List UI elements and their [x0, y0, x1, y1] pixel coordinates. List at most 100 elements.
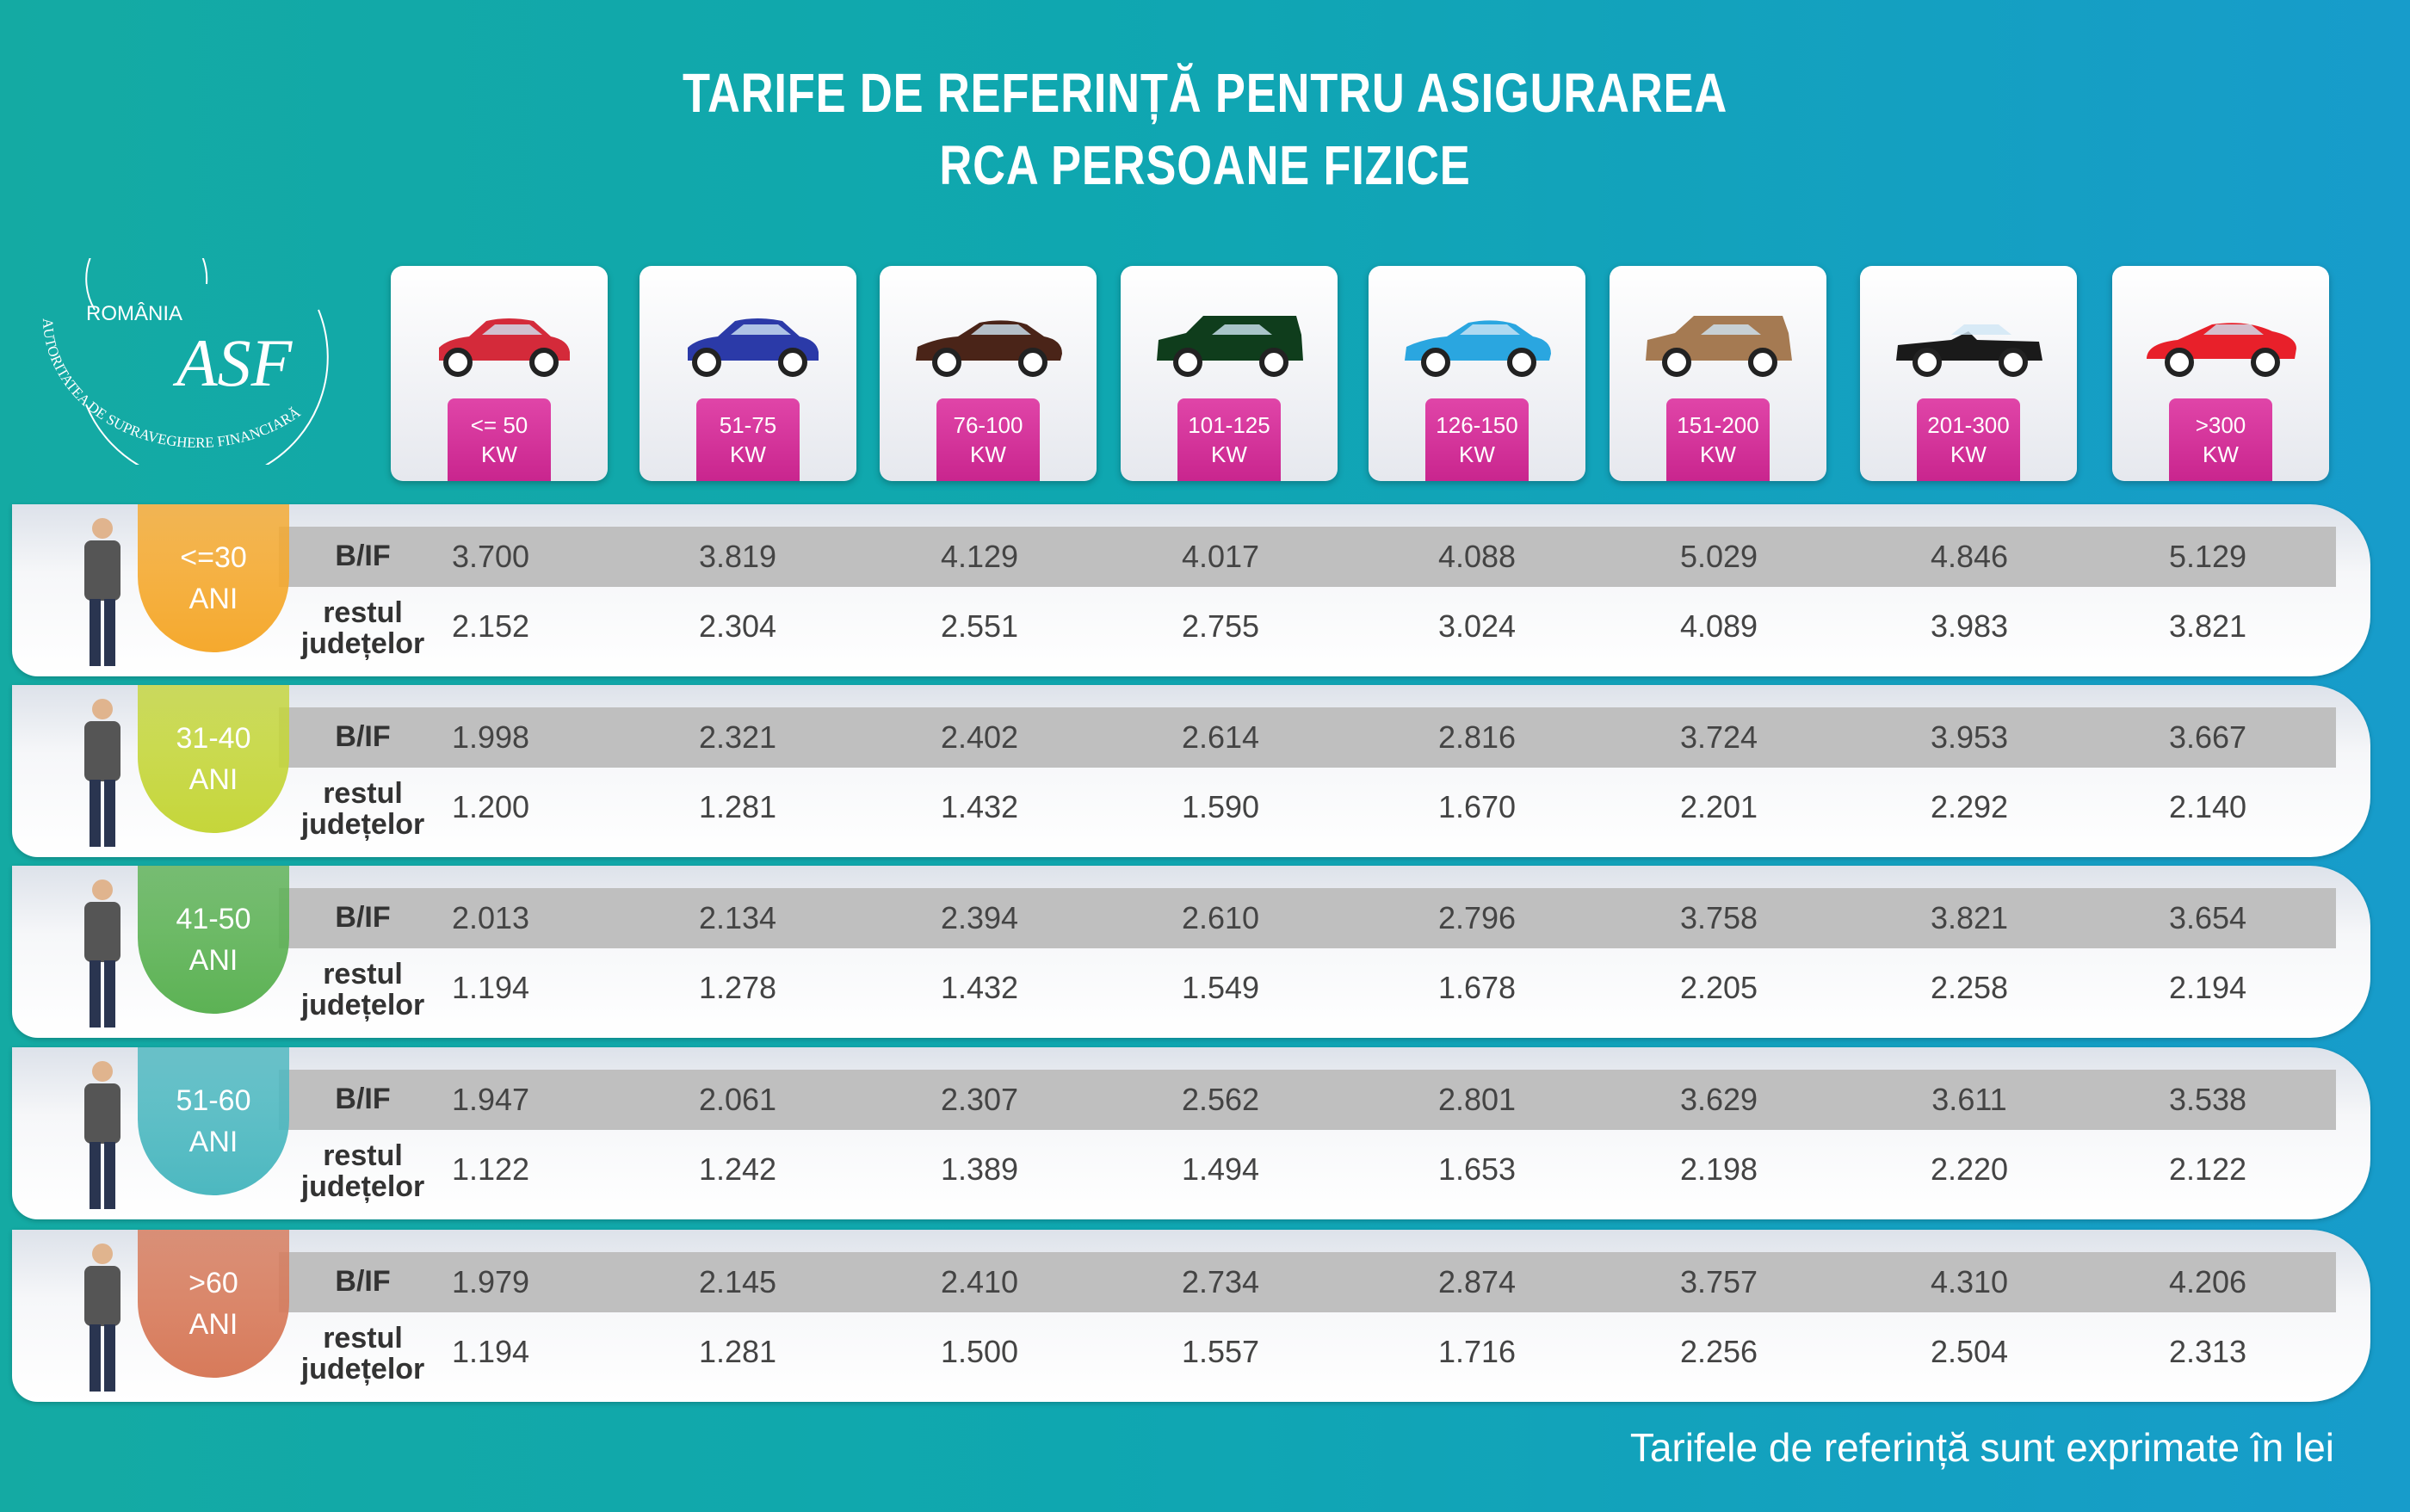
- age-badge: <=30 ANI: [138, 504, 289, 652]
- bif-tariff: 4.846: [1930, 539, 2009, 574]
- bif-label: B/IF: [335, 720, 391, 753]
- age-group-row: >60 ANI B/IF restul județelor 1.979 2.145 2.4…: [12, 1230, 2370, 1402]
- rest-label-line-1: restul: [323, 1139, 403, 1172]
- rest-tariff: 1.242: [698, 1151, 777, 1187]
- asf-logo: ROMÂNIA ASF AUTORITATEA DE SUPRAVEGHERE …: [40, 258, 329, 465]
- rest-tariff: 1.432: [940, 789, 1019, 824]
- page-title-line-2: RCA PERSOANE FIZICE: [939, 134, 1471, 196]
- rest-tariff: 1.670: [1437, 789, 1517, 824]
- bif-band: [279, 1070, 2336, 1130]
- rest-tariff: 1.500: [940, 1334, 1019, 1369]
- person-icon: [84, 1244, 120, 1392]
- age-range: 51-60: [176, 1084, 251, 1117]
- person-icon: [84, 518, 120, 666]
- bif-label: B/IF: [335, 540, 391, 572]
- bif-tariff: 4.088: [1437, 539, 1517, 574]
- bif-tariff: 1.979: [451, 1264, 530, 1299]
- bif-tariff: 3.757: [1679, 1264, 1758, 1299]
- bif-tariff: 2.796: [1437, 900, 1517, 935]
- rest-tariff: 3.821: [2168, 608, 2247, 644]
- person-icon: [84, 699, 120, 847]
- bif-tariff: 2.610: [1181, 900, 1260, 935]
- age-unit: ANI: [188, 763, 238, 796]
- rest-tariff: 1.200: [451, 789, 530, 824]
- rest-label-line-2: județelor: [300, 1353, 425, 1385]
- sedan-car-icon: [916, 320, 1062, 377]
- rest-tariff: 1.281: [698, 789, 777, 824]
- power-column-header: 151-200 KW: [1610, 266, 1826, 481]
- bif-tariff: 2.134: [698, 900, 777, 935]
- rest-tariff: 1.653: [1437, 1151, 1517, 1187]
- rest-label-line-1: restul: [323, 958, 403, 991]
- bif-tariff: 3.819: [698, 539, 777, 574]
- rest-tariff: 1.678: [1437, 970, 1517, 1005]
- rest-tariff: 2.201: [1679, 789, 1758, 824]
- footer-note: Tarifele de referință sunt exprimate în …: [1629, 1425, 2334, 1470]
- kw-unit: KW: [2203, 441, 2239, 467]
- age-badge: 41-50 ANI: [138, 866, 289, 1014]
- bif-tariff: 3.654: [2168, 900, 2247, 935]
- kw-unit: KW: [481, 441, 517, 467]
- bif-label: B/IF: [335, 1265, 391, 1298]
- rest-label-line-1: restul: [323, 596, 403, 629]
- age-range: >60: [188, 1267, 238, 1299]
- rest-tariff: 3.983: [1930, 608, 2009, 644]
- suv-car-icon: [1646, 316, 1792, 377]
- bif-tariff: 2.013: [451, 900, 530, 935]
- person-icon: [84, 1061, 120, 1209]
- kw-range: 151-200: [1677, 412, 1759, 438]
- age-group-row: 41-50 ANI B/IF restul județelor 2.013 2.134 2…: [12, 866, 2370, 1038]
- bif-tariff: 2.321: [698, 719, 777, 755]
- rest-tariff: 1.716: [1437, 1334, 1517, 1369]
- rest-tariff: 2.304: [698, 608, 777, 644]
- kw-range: 126-150: [1436, 412, 1518, 438]
- bif-tariff: 3.629: [1679, 1082, 1758, 1117]
- rest-tariff: 1.281: [698, 1334, 777, 1369]
- kw-range: 51-75: [719, 412, 777, 438]
- bif-tariff: 3.538: [2168, 1082, 2247, 1117]
- bif-band: [279, 1252, 2336, 1312]
- page-title-line-1: TARIFE DE REFERINȚĂ PENTRU ASIGURAREA: [682, 62, 1728, 124]
- rest-tariff: 2.256: [1679, 1334, 1758, 1369]
- bif-tariff: 2.145: [698, 1264, 777, 1299]
- bif-band: [279, 888, 2336, 948]
- bif-tariff: 2.394: [940, 900, 1019, 935]
- bif-tariff: 2.402: [940, 719, 1019, 755]
- bif-tariff: 3.611: [1931, 1082, 2007, 1117]
- kw-range: <= 50: [470, 412, 528, 438]
- age-group-row: <=30 ANI B/IF restul județelor 3.700 3.819 4.…: [12, 504, 2370, 676]
- age-unit: ANI: [188, 583, 238, 615]
- bif-tariff: 3.724: [1679, 719, 1758, 755]
- rest-tariff: 1.494: [1181, 1151, 1260, 1187]
- bif-tariff: 5.129: [2168, 539, 2247, 574]
- power-column-header: 101-125 KW: [1121, 266, 1338, 481]
- rest-tariff: 2.504: [1930, 1334, 2009, 1369]
- kw-range: 76-100: [953, 412, 1023, 438]
- kw-range: >300: [2195, 412, 2246, 438]
- rest-tariff: 2.198: [1679, 1151, 1758, 1187]
- rest-tariff: 1.122: [451, 1151, 530, 1187]
- rest-tariff: 1.194: [451, 1334, 530, 1369]
- bif-tariff: 2.562: [1181, 1082, 1260, 1117]
- svg-text:ROMÂNIA: ROMÂNIA: [86, 302, 182, 325]
- kw-unit: KW: [730, 441, 766, 467]
- power-column-header: 126-150 KW: [1369, 266, 1585, 481]
- rest-tariff: 1.194: [451, 970, 530, 1005]
- bif-tariff: 5.029: [1679, 539, 1758, 574]
- bif-tariff: 1.998: [451, 719, 530, 755]
- age-unit: ANI: [188, 1308, 238, 1341]
- bif-tariff: 4.206: [2168, 1264, 2247, 1299]
- bif-tariff: 3.700: [451, 539, 530, 574]
- rest-label-line-2: județelor: [300, 989, 425, 1021]
- kw-range: 101-125: [1188, 412, 1270, 438]
- power-column-header: 76-100 KW: [880, 266, 1097, 481]
- kw-range-badge: 101-125 KW: [1177, 398, 1281, 481]
- rest-tariff: 1.278: [698, 970, 777, 1005]
- age-range: 41-50: [176, 903, 251, 935]
- rest-tariff: 2.220: [1930, 1151, 2009, 1187]
- age-badge: >60 ANI: [138, 1230, 289, 1378]
- bif-tariff: 2.614: [1181, 719, 1260, 755]
- age-unit: ANI: [188, 944, 238, 977]
- rest-tariff: 1.557: [1181, 1334, 1260, 1369]
- bif-tariff: 2.816: [1437, 719, 1517, 755]
